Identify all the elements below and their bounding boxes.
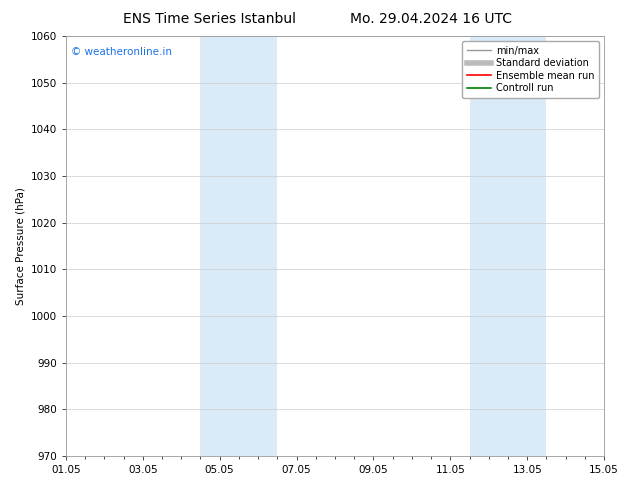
- Y-axis label: Surface Pressure (hPa): Surface Pressure (hPa): [15, 187, 25, 305]
- Text: ENS Time Series Istanbul: ENS Time Series Istanbul: [123, 12, 295, 26]
- Text: Mo. 29.04.2024 16 UTC: Mo. 29.04.2024 16 UTC: [350, 12, 512, 26]
- Bar: [470, 36, 547, 456]
- Legend: min/max, Standard deviation, Ensemble mean run, Controll run: min/max, Standard deviation, Ensemble me…: [462, 41, 599, 98]
- Bar: [200, 36, 277, 456]
- Text: © weatheronline.in: © weatheronline.in: [71, 47, 172, 57]
